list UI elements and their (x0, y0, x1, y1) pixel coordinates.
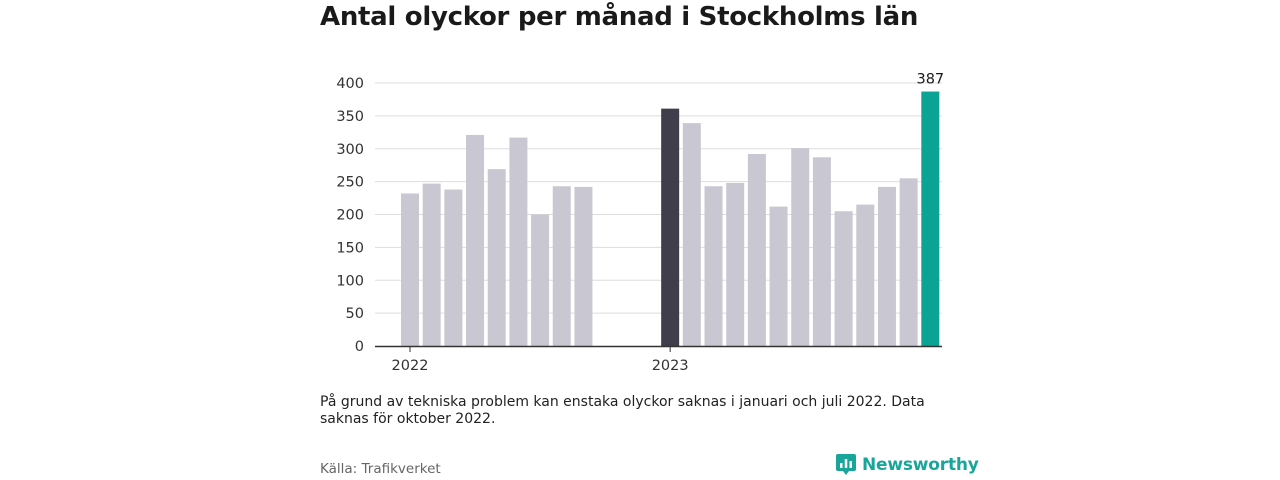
bar-2022-09 (574, 186, 593, 346)
x-tick-label: 2023 (652, 358, 689, 374)
bar-2022-02 (422, 183, 441, 346)
bar-2022-07 (531, 214, 550, 346)
brand-name: Newsworthy (862, 455, 979, 475)
y-tick-label: 250 (336, 175, 364, 191)
bar-2022-06 (509, 137, 528, 346)
newsworthy-logo[interactable]: Newsworthy (836, 454, 979, 476)
y-tick-label: 400 (336, 76, 364, 92)
data-labels: 387 (916, 72, 944, 88)
bar-chart: 0 50 100 150 200 250 300 350 400 2022 2023 387 (336, 72, 944, 374)
bar-2023-04 (726, 182, 745, 346)
bar-chart-speech-bubble-icon (836, 454, 856, 475)
bar-2023-01 (661, 108, 680, 346)
bar-2023-06 (769, 206, 788, 346)
y-tick-label: 150 (336, 240, 364, 256)
bar-2022-05 (487, 169, 506, 346)
bar-2023-03 (704, 186, 723, 346)
x-axis: 2022 2023 (375, 345, 942, 374)
y-tick-label: 50 (346, 306, 364, 322)
bar-2023-10 (856, 204, 875, 346)
y-tick-label: 0 (355, 339, 364, 355)
chart-title: Antal olyckor per månad i Stockholms län (320, 2, 919, 32)
bar-2022-01 (401, 193, 419, 346)
y-tick-label: 200 (336, 208, 364, 224)
bar-2023-12 (899, 178, 918, 346)
y-tick-label: 300 (336, 142, 364, 158)
data-label: 387 (916, 72, 944, 88)
bar-2023-07 (791, 148, 810, 346)
bar-2023-08 (812, 157, 831, 346)
bar-2022-08 (552, 186, 571, 346)
y-tick-label: 350 (336, 109, 364, 125)
bar-2023-09 (834, 211, 853, 346)
bar-2022-03 (444, 189, 463, 346)
y-tick-label: 100 (336, 273, 364, 289)
footnote: På grund av tekniska problem kan enstaka… (320, 394, 925, 427)
bars (401, 91, 940, 346)
source-credit: Källa: Trafikverket (320, 461, 441, 477)
bar-2023-05 (747, 154, 766, 346)
bar-2023-11 (877, 186, 896, 346)
bar-2022-04 (466, 134, 485, 346)
x-tick-label: 2022 (392, 358, 429, 374)
bar-2023-02 (682, 123, 701, 346)
y-axis-tick-labels: 0 50 100 150 200 250 300 350 400 (336, 76, 364, 355)
bar-2024-01 (921, 91, 940, 346)
